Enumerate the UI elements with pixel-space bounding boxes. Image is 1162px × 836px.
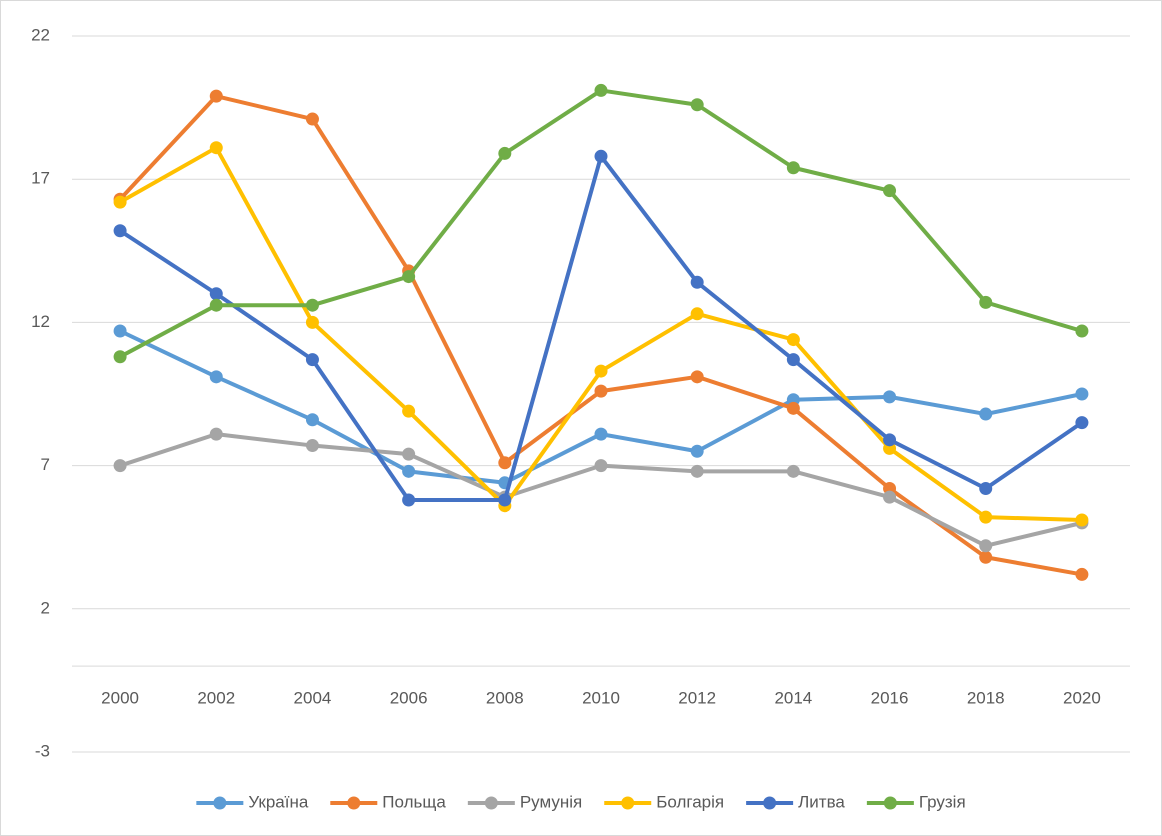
data-point [979,482,993,496]
legend-marker [484,796,498,810]
legend-label: Україна [248,792,308,811]
legend: Україна Польща Румунія Болгарія Литва Грузія [196,792,966,811]
data-point [594,459,608,473]
data-point [209,298,223,312]
x-tick-label: 2014 [774,689,812,708]
data-point [979,510,993,524]
legend-label: Литва [798,792,845,811]
data-point [979,295,993,309]
x-tick-label: 2018 [967,689,1005,708]
data-point [690,370,704,384]
data-point [1075,416,1089,430]
data-point [113,195,127,209]
data-point [786,161,800,175]
data-point [786,353,800,367]
x-tick-label: 2002 [197,689,235,708]
legend-label: Грузія [919,792,966,811]
data-point [402,464,416,478]
data-point [113,324,127,338]
data-point [402,270,416,284]
legend-marker [621,796,635,810]
x-tick-label: 2012 [678,689,716,708]
data-point [594,83,608,97]
y-tick-label: 12 [31,312,50,331]
data-point [1075,387,1089,401]
data-point [883,490,897,504]
x-tick-label: 2000 [101,689,139,708]
data-point [594,384,608,398]
y-tick-label: -3 [35,741,50,760]
y-tick-label: 7 [41,455,50,474]
y-tick-label: 2 [41,598,50,617]
data-point [209,287,223,301]
data-point [690,464,704,478]
data-point [786,333,800,347]
data-point [786,464,800,478]
data-point [690,98,704,112]
data-point [883,184,897,198]
data-point [305,112,319,126]
data-point [690,275,704,289]
data-point [113,350,127,364]
data-point [594,364,608,378]
data-point [209,141,223,155]
x-tick-label: 2004 [294,689,332,708]
data-point [883,433,897,447]
legend-marker [347,796,361,810]
data-point [305,315,319,329]
data-point [1075,567,1089,581]
data-point [498,146,512,160]
data-point [1075,324,1089,338]
data-point [498,456,512,470]
y-tick-label: 22 [31,25,50,44]
data-point [498,493,512,507]
x-tick-label: 2008 [486,689,524,708]
data-point [883,390,897,404]
data-point [402,404,416,418]
x-tick-label: 2016 [871,689,909,708]
legend-marker [883,796,897,810]
x-tick-label: 2020 [1063,689,1101,708]
data-point [402,447,416,461]
y-tick-label: 17 [31,169,50,188]
data-point [979,407,993,421]
data-point [209,370,223,384]
data-point [594,149,608,163]
legend-label: Болгарія [656,792,724,811]
data-point [305,439,319,453]
data-point [305,298,319,312]
data-point [209,89,223,103]
data-point [979,550,993,564]
legend-marker [213,796,227,810]
data-point [690,444,704,458]
data-point [305,413,319,427]
legend-label: Румунія [520,792,582,811]
data-point [979,539,993,553]
data-point [594,427,608,441]
data-point [786,401,800,415]
legend-label: Польща [382,792,446,811]
data-point [690,307,704,321]
data-point [305,353,319,367]
data-point [209,427,223,441]
data-point [113,224,127,238]
data-point [113,459,127,473]
data-point [1075,513,1089,527]
data-point [402,493,416,507]
legend-marker [763,796,777,810]
x-tick-label: 2006 [390,689,428,708]
x-tick-label: 2010 [582,689,620,708]
